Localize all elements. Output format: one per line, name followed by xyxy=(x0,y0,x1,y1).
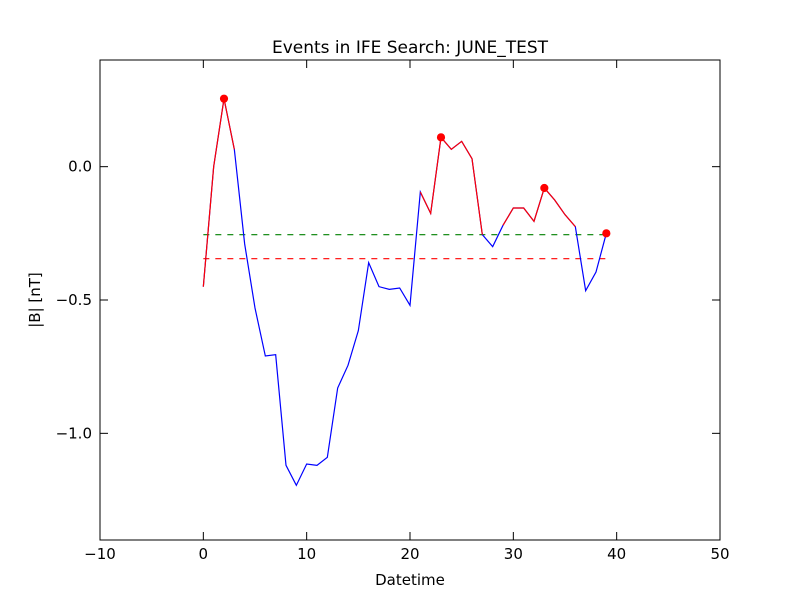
x-axis-label: Datetime xyxy=(375,571,445,589)
y-tick-label: −1.0 xyxy=(56,424,92,442)
y-axis-label: |B| [nT] xyxy=(26,272,44,328)
event-marker xyxy=(540,183,549,193)
series-line-event-3 xyxy=(502,186,576,228)
x-tick-label: 50 xyxy=(710,545,729,563)
series-line-event-1 xyxy=(202,98,235,287)
series-line-event-2 xyxy=(419,135,483,235)
y-tick-label: −0.5 xyxy=(56,291,92,309)
x-tick-label: 30 xyxy=(504,545,523,563)
y-tick-label: 0.0 xyxy=(68,158,92,176)
x-tick-label: 10 xyxy=(297,545,316,563)
event-marker xyxy=(219,94,229,103)
event-marker xyxy=(436,133,446,142)
x-tick-label: 20 xyxy=(400,545,419,563)
plot-area: −10 0 10 20 30 40 50 −1.0 −0.5 0.0 xyxy=(56,59,730,563)
event-marker xyxy=(602,229,611,238)
chart-title: Events in IFE Search: JUNE_TEST xyxy=(272,38,549,58)
x-tick-label: 40 xyxy=(607,545,626,563)
x-tick-label: 0 xyxy=(199,545,209,563)
x-tick-label: −10 xyxy=(84,545,116,563)
